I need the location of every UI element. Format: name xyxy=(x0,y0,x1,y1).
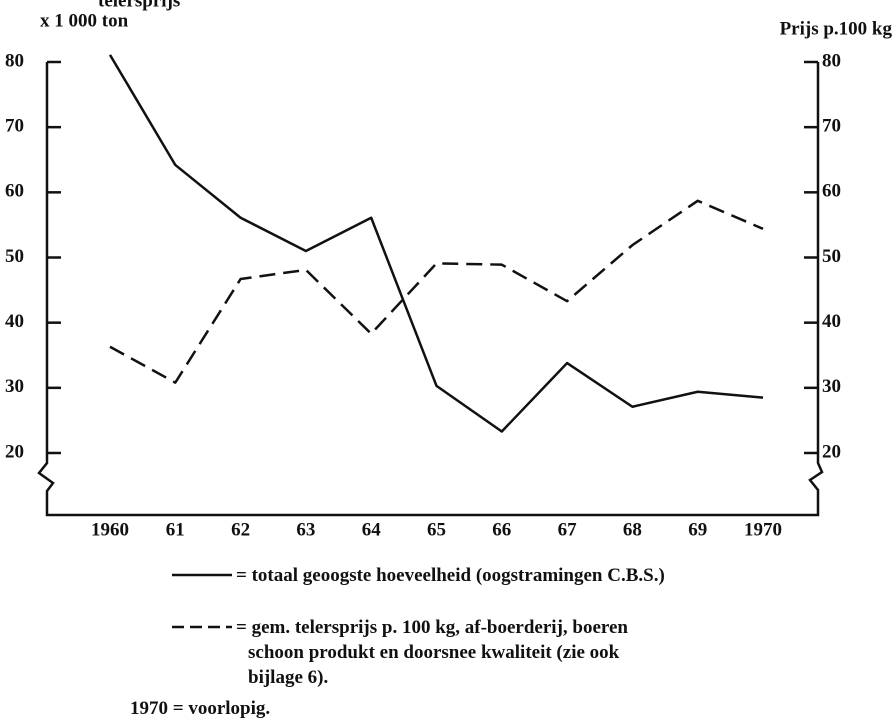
x-tick-label: 63 xyxy=(296,519,315,540)
y-tick-label: 20 xyxy=(5,441,24,462)
x-tick-label: 62 xyxy=(231,519,250,540)
y2-tick-label: 30 xyxy=(822,376,841,397)
axis-frame xyxy=(37,62,824,517)
x-tick-label: 61 xyxy=(166,519,185,540)
y-tick-label: 30 xyxy=(5,376,24,397)
y-tick-label: 70 xyxy=(5,116,24,137)
axes xyxy=(37,62,824,517)
line-series xyxy=(109,199,764,384)
x-tick-label: 69 xyxy=(688,519,707,540)
x-tick-label: 1970 xyxy=(744,519,782,540)
x-tick-label: 64 xyxy=(362,519,382,540)
y2-tick-label: 80 xyxy=(822,50,841,71)
x-tick-label: 67 xyxy=(558,519,578,540)
y-axis-label: x 1 000 ton xyxy=(40,10,129,31)
y-tick-label: 50 xyxy=(5,246,24,267)
annotation: 1970 = voorlopig. xyxy=(130,698,271,719)
x-tick-label: 1960 xyxy=(91,519,129,540)
y2-tick-label: 70 xyxy=(822,116,841,137)
y-tick-label: 60 xyxy=(5,181,24,202)
y2-tick-label: 40 xyxy=(822,311,841,332)
y2-axis-label: Prijs p.100 kg xyxy=(780,18,893,39)
legend-entry: = totaal geoogste hoeveelheid (oogstrami… xyxy=(236,565,665,586)
x-tick-label: 66 xyxy=(492,519,511,540)
y2-tick-label: 60 xyxy=(822,181,841,202)
y-tick-label: 40 xyxy=(5,311,24,332)
legend-entry: = gem. telersprijs p. 100 kg, af-boerder… xyxy=(236,617,628,688)
line-series xyxy=(108,54,764,433)
chart-title: telersprijs xyxy=(98,0,180,11)
x-tick-label: 65 xyxy=(427,519,446,540)
x-tick-label: 68 xyxy=(623,519,642,540)
y2-tick-label: 50 xyxy=(822,246,841,267)
y-tick-label: 80 xyxy=(5,50,24,71)
y2-tick-label: 20 xyxy=(822,441,841,462)
